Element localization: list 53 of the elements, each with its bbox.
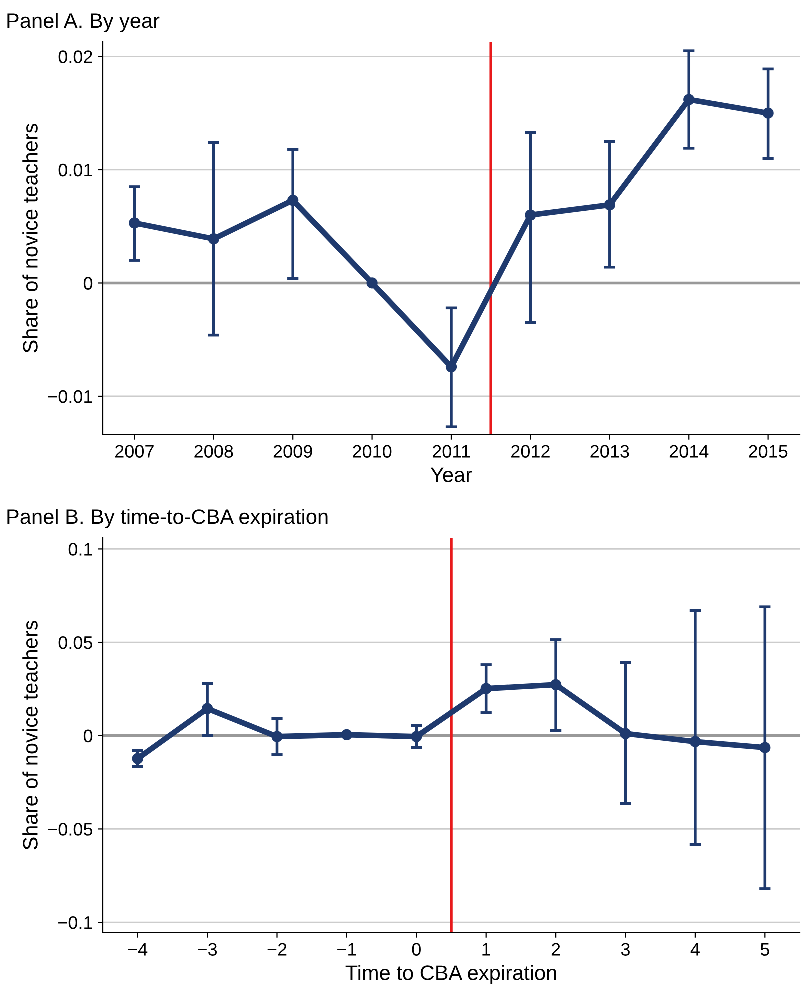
chart-title: Panel A. By year	[8, 13, 160, 32]
point	[288, 195, 299, 206]
y-axis-title: Share of novice teachers	[22, 124, 38, 353]
y-tick-label: 0.1	[68, 543, 92, 556]
point	[208, 234, 220, 245]
point	[480, 683, 492, 694]
point	[762, 108, 774, 119]
x-tick-label: 2007	[116, 445, 154, 458]
y-tick-label: 0	[84, 277, 93, 290]
x-tick-label: 5	[760, 943, 770, 956]
point	[550, 679, 562, 690]
y-tick-label: 0.01	[58, 164, 92, 177]
point	[760, 742, 771, 754]
y-tick-label: 0	[84, 730, 93, 743]
x-tick-label: 2009	[274, 445, 312, 458]
x-tick-label: −3	[198, 943, 218, 956]
point	[620, 728, 632, 740]
x-tick-label: 2011	[432, 445, 470, 458]
x-tick-label: 3	[621, 943, 630, 956]
point	[202, 703, 214, 714]
point	[684, 94, 695, 106]
x-tick-label: 2013	[590, 445, 630, 458]
point	[604, 200, 616, 211]
point	[690, 736, 702, 748]
x-tick-label: 4	[690, 943, 700, 956]
x-tick-label: −2	[268, 943, 287, 956]
x-axis-title: Year	[430, 468, 472, 482]
point	[132, 753, 144, 764]
y-tick-label: −0.1	[58, 916, 92, 930]
x-tick-label: −1	[338, 943, 356, 956]
point	[525, 210, 536, 221]
y-tick-label: −0.01	[48, 390, 92, 404]
chart-title: Panel B. By time-to-CBA expiration	[8, 509, 328, 528]
x-tick-label: 2014	[670, 445, 709, 458]
x-tick-label: 0	[412, 943, 421, 956]
point	[411, 731, 422, 742]
x-tick-label: 2008	[194, 445, 234, 458]
point	[272, 731, 283, 742]
point	[129, 218, 140, 229]
point	[446, 361, 458, 373]
point	[366, 278, 378, 289]
x-tick-label: 2015	[749, 445, 788, 458]
x-tick-label: 2	[552, 943, 560, 956]
y-tick-label: 0.02	[58, 50, 92, 64]
y-axis-title: Share of novice teachers	[22, 621, 38, 850]
y-tick-label: 0.05	[58, 636, 93, 650]
y-tick-label: −0.05	[48, 823, 93, 836]
x-tick-label: 2012	[512, 445, 550, 458]
point	[341, 729, 353, 740]
x-tick-label: −4	[128, 943, 148, 956]
x-tick-label: 2010	[353, 445, 392, 458]
x-tick-label: 1	[482, 943, 490, 956]
x-axis-title: Time to CBA expiration	[346, 965, 556, 985]
